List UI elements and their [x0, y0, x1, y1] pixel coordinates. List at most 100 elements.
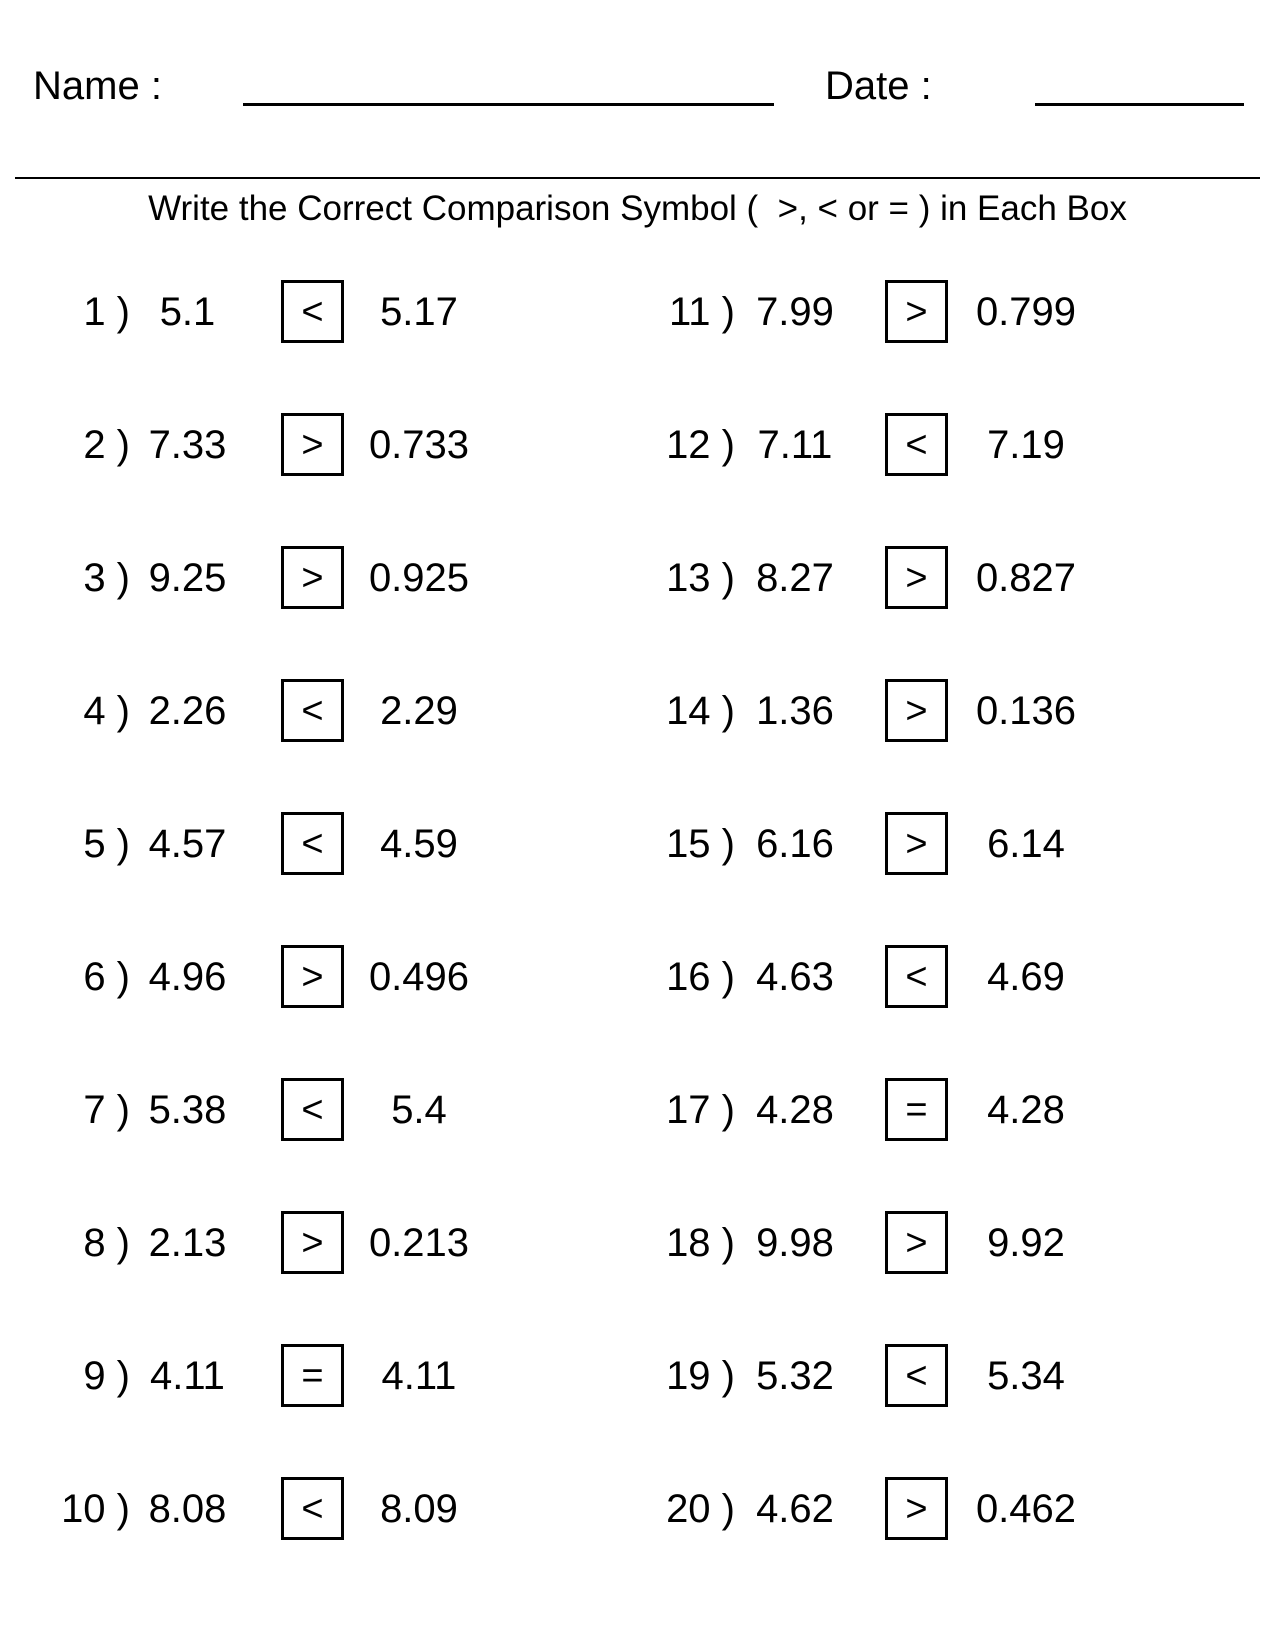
answer-box[interactable]: > — [885, 679, 948, 742]
answer-box[interactable]: < — [281, 812, 344, 875]
answer-box[interactable]: > — [281, 945, 344, 1008]
answer-box[interactable]: < — [281, 1477, 344, 1540]
date-label: Date : — [825, 64, 932, 108]
problem-row: 15 ) 6.16 > 6.14 — [630, 812, 1081, 875]
problem-number: 17 ) — [666, 1087, 735, 1132]
answer-box[interactable]: > — [885, 1477, 948, 1540]
problem-number: 2 ) — [83, 422, 130, 467]
comparison-symbol: > — [301, 1221, 324, 1264]
comparison-symbol: < — [301, 1487, 324, 1530]
value-left: 5.38 — [148, 1087, 227, 1132]
answer-box[interactable]: > — [281, 546, 344, 609]
value-right: 0.136 — [975, 688, 1077, 733]
comparison-symbol: > — [301, 556, 324, 599]
value-right: 0.799 — [975, 289, 1077, 334]
problem-row: 20 ) 4.62 > 0.462 — [630, 1477, 1081, 1540]
name-fill-in-line[interactable] — [243, 103, 774, 106]
value-right: 5.17 — [380, 289, 458, 334]
problem-number: 5 ) — [83, 821, 130, 866]
problem-number: 14 ) — [666, 688, 735, 733]
problem-row: 4 ) 2.26 < 2.29 — [60, 679, 474, 742]
problem-number: 4 ) — [83, 688, 130, 733]
value-right: 4.69 — [987, 954, 1065, 999]
value-right: 0.827 — [975, 555, 1077, 600]
answer-box[interactable]: = — [885, 1078, 948, 1141]
problem-row: 17 ) 4.28 = 4.28 — [630, 1078, 1081, 1141]
comparison-symbol: > — [301, 955, 324, 998]
problem-row: 2 ) 7.33 > 0.733 — [60, 413, 474, 476]
problem-row: 18 ) 9.98 > 9.92 — [630, 1211, 1081, 1274]
value-right: 4.59 — [380, 821, 458, 866]
value-left: 5.32 — [756, 1353, 834, 1398]
comparison-symbol: > — [905, 290, 928, 333]
value-right: 6.14 — [987, 821, 1065, 866]
value-right: 5.34 — [987, 1353, 1065, 1398]
date-fill-in-line[interactable] — [1035, 103, 1244, 106]
value-right: 0.213 — [368, 1220, 470, 1265]
problem-row: 3 ) 9.25 > 0.925 — [60, 546, 474, 609]
answer-box[interactable]: > — [885, 1211, 948, 1274]
value-left: 2.13 — [148, 1220, 227, 1265]
value-left: 4.62 — [756, 1486, 834, 1531]
answer-box[interactable]: < — [281, 679, 344, 742]
comparison-symbol: < — [301, 689, 324, 732]
value-right: 0.733 — [368, 422, 470, 467]
value-right: 4.28 — [987, 1087, 1065, 1132]
problem-number: 16 ) — [666, 954, 735, 999]
value-right: 2.29 — [380, 688, 458, 733]
problem-row: 6 ) 4.96 > 0.496 — [60, 945, 474, 1008]
value-right: 8.09 — [380, 1486, 458, 1531]
comparison-symbol: > — [301, 423, 324, 466]
value-left: 4.63 — [756, 954, 834, 999]
problem-number: 20 ) — [666, 1486, 735, 1531]
value-right: 5.4 — [391, 1087, 447, 1132]
answer-box[interactable]: > — [885, 280, 948, 343]
problem-row: 1 ) 5.1 < 5.17 — [60, 280, 474, 343]
answer-box[interactable]: < — [885, 1344, 948, 1407]
answer-box[interactable]: > — [281, 1211, 344, 1274]
value-left: 1.36 — [756, 688, 834, 733]
value-left: 8.08 — [148, 1486, 227, 1531]
problem-number: 19 ) — [666, 1353, 735, 1398]
comparison-symbol: = — [905, 1088, 928, 1131]
problem-number: 12 ) — [666, 422, 735, 467]
problem-row: 10 ) 8.08 < 8.09 — [60, 1477, 474, 1540]
comparison-symbol: > — [905, 556, 928, 599]
problem-number: 7 ) — [83, 1087, 130, 1132]
answer-box[interactable]: > — [281, 413, 344, 476]
comparison-symbol: < — [905, 955, 928, 998]
comparison-symbol: < — [905, 423, 928, 466]
comparison-symbol: < — [301, 290, 324, 333]
problem-row: 13 ) 8.27 > 0.827 — [630, 546, 1081, 609]
answer-box[interactable]: < — [885, 945, 948, 1008]
comparison-symbol: > — [905, 1221, 928, 1264]
answer-box[interactable]: < — [281, 280, 344, 343]
comparison-symbol: < — [301, 1088, 324, 1131]
problem-number: 8 ) — [83, 1220, 130, 1265]
value-right: 7.19 — [987, 422, 1065, 467]
answer-box[interactable]: < — [281, 1078, 344, 1141]
answer-box[interactable]: < — [885, 413, 948, 476]
comparison-symbol: < — [301, 822, 324, 865]
problem-row: 11 ) 7.99 > 0.799 — [630, 280, 1081, 343]
comparison-symbol: = — [301, 1354, 324, 1397]
problem-number: 1 ) — [83, 289, 130, 334]
answer-box[interactable]: > — [885, 812, 948, 875]
answer-box[interactable]: > — [885, 546, 948, 609]
problem-number: 15 ) — [666, 821, 735, 866]
name-label: Name : — [33, 64, 162, 108]
value-left: 7.33 — [148, 422, 227, 467]
value-right: 0.462 — [975, 1486, 1077, 1531]
problem-row: 8 ) 2.13 > 0.213 — [60, 1211, 474, 1274]
problem-row: 9 ) 4.11 = 4.11 — [60, 1344, 474, 1407]
problem-number: 3 ) — [83, 555, 130, 600]
value-right: 0.925 — [368, 555, 470, 600]
answer-box[interactable]: = — [281, 1344, 344, 1407]
problem-number: 6 ) — [83, 954, 130, 999]
problem-number: 13 ) — [666, 555, 735, 600]
value-left: 4.28 — [756, 1087, 834, 1132]
value-left: 4.11 — [150, 1353, 225, 1398]
comparison-symbol: > — [905, 1487, 928, 1530]
comparison-symbol: > — [905, 822, 928, 865]
